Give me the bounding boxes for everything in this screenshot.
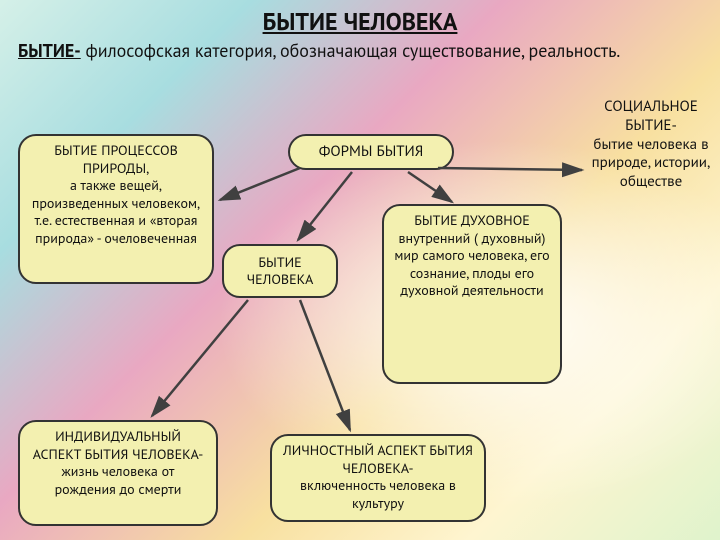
subtitle-term: БЫТИЕ- [18, 39, 81, 62]
node-human-text: БЫТИЕ ЧЕЛОВЕКА [234, 254, 326, 289]
node-social: СОЦИАЛЬНОЕ БЫТИЕ- бытие человека в приро… [586, 98, 716, 192]
node-nature-body: а также вещей, произведенных человеком, … [30, 177, 202, 247]
node-personal: ЛИЧНОСТНЫЙ АСПЕКТ БЫТИЯ ЧЕЛОВЕКА- включе… [270, 434, 486, 522]
node-personal-title: ЛИЧНОСТНЫЙ АСПЕКТ БЫТИЯ ЧЕЛОВЕКА- [282, 442, 474, 477]
node-spirit-body: внутренний ( духовный) мир самого челове… [394, 230, 550, 300]
page-title: БЫТИЕ ЧЕЛОВЕКА [0, 0, 720, 37]
node-individual-body: жизнь человека от рождения до смерти [30, 463, 206, 498]
node-social-body: бытие человека в природе, истории, общес… [586, 136, 716, 192]
subtitle-text: философская категория, обозначающая суще… [81, 39, 621, 62]
node-forms: ФОРМЫ БЫТИЯ [288, 134, 454, 170]
node-forms-text: ФОРМЫ БЫТИЯ [319, 143, 424, 162]
node-individual-title: ИНДИВИДУАЛЬНЫЙ АСПЕКТ БЫТИЯ ЧЕЛОВЕКА- [30, 428, 206, 463]
node-nature: БЫТИЕ ПРОЦЕССОВ ПРИРОДЫ, а также вещей, … [18, 134, 214, 284]
node-social-title: СОЦИАЛЬНОЕ БЫТИЕ- [586, 98, 716, 136]
node-spirit-title: БЫТИЕ ДУХОВНОЕ [394, 212, 550, 230]
node-human: БЫТИЕ ЧЕЛОВЕКА [222, 244, 338, 298]
node-individual: ИНДИВИДУАЛЬНЫЙ АСПЕКТ БЫТИЯ ЧЕЛОВЕКА- жи… [18, 420, 218, 526]
subtitle: БЫТИЕ- философская категория, обозначающ… [0, 37, 720, 62]
node-spirit: БЫТИЕ ДУХОВНОЕ внутренний ( духовный) ми… [382, 204, 562, 384]
node-nature-title: БЫТИЕ ПРОЦЕССОВ ПРИРОДЫ, [30, 142, 202, 177]
node-personal-body: включенность человека в культуру [282, 477, 474, 512]
